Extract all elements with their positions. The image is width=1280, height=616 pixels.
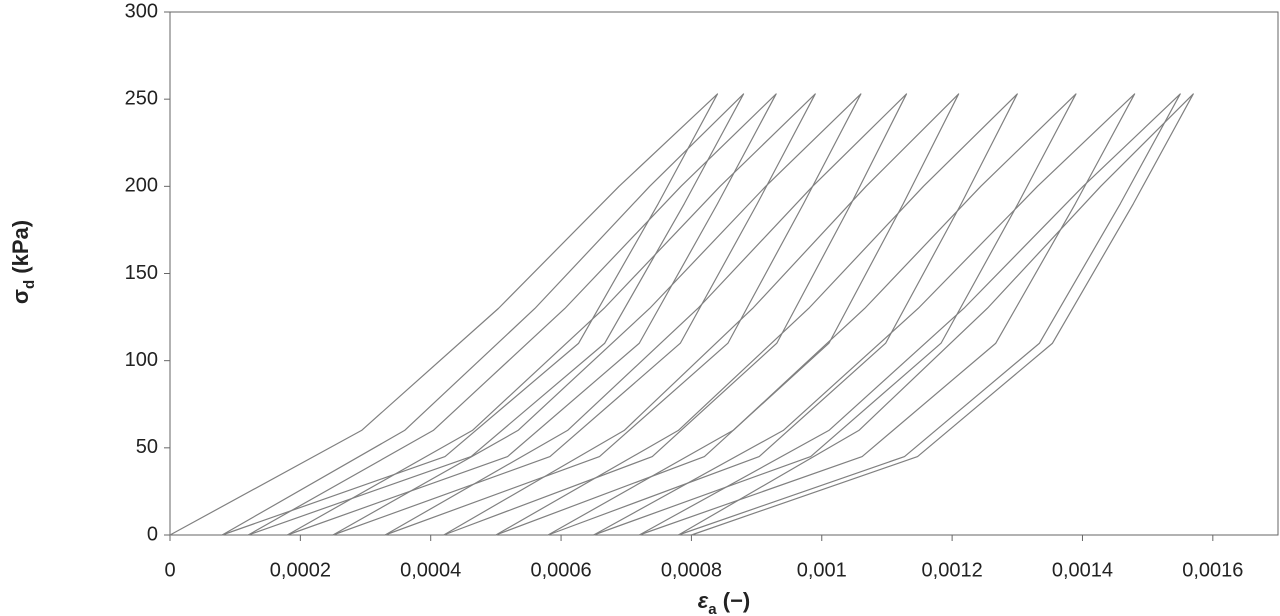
plot-frame xyxy=(169,11,1279,536)
x-tick-label: 0,0012 xyxy=(922,559,983,581)
y-tick-label: 0 xyxy=(147,523,158,545)
loop-curve xyxy=(287,93,816,536)
x-tick-label: 0,0006 xyxy=(530,559,591,581)
loop-curve xyxy=(495,93,1018,536)
loop-curve xyxy=(678,93,1194,536)
x-label-main: ε xyxy=(698,588,709,613)
loop-curve xyxy=(547,93,1077,536)
y-tick-label: 250 xyxy=(125,87,158,109)
x-tick-label: 0,0016 xyxy=(1182,559,1243,581)
loop-curve xyxy=(384,93,908,536)
x-tick-label: 0 xyxy=(164,559,175,581)
x-label-rest: (−) xyxy=(717,588,751,613)
x-tick-label: 0,0002 xyxy=(270,559,331,581)
loop-curve xyxy=(332,93,862,536)
y-tick-label: 150 xyxy=(125,262,158,284)
y-label-sub: d xyxy=(21,280,38,289)
loop-curve xyxy=(221,93,745,536)
y-tick-label: 50 xyxy=(136,436,158,458)
y-tick-label: 300 xyxy=(125,0,158,22)
x-tick-label: 0,0008 xyxy=(661,559,722,581)
x-label-sub: a xyxy=(708,601,717,616)
x-tick-label: 0,0004 xyxy=(400,559,461,581)
y-tick-label: 100 xyxy=(125,349,158,371)
loop-curve xyxy=(638,93,1181,536)
y-axis-title: σd (kPa) xyxy=(8,220,39,304)
loop-curve xyxy=(169,93,719,536)
x-axis-title: εa (−) xyxy=(698,588,751,616)
y-tick-label: 200 xyxy=(125,175,158,197)
loop-curve xyxy=(247,93,777,536)
x-tick-label: 0,0014 xyxy=(1052,559,1113,581)
x-tick-label: 0,001 xyxy=(797,559,847,581)
y-label-main: σ xyxy=(8,289,33,304)
loop-curve xyxy=(593,93,1136,536)
y-label-rest: (kPa) xyxy=(8,220,33,280)
